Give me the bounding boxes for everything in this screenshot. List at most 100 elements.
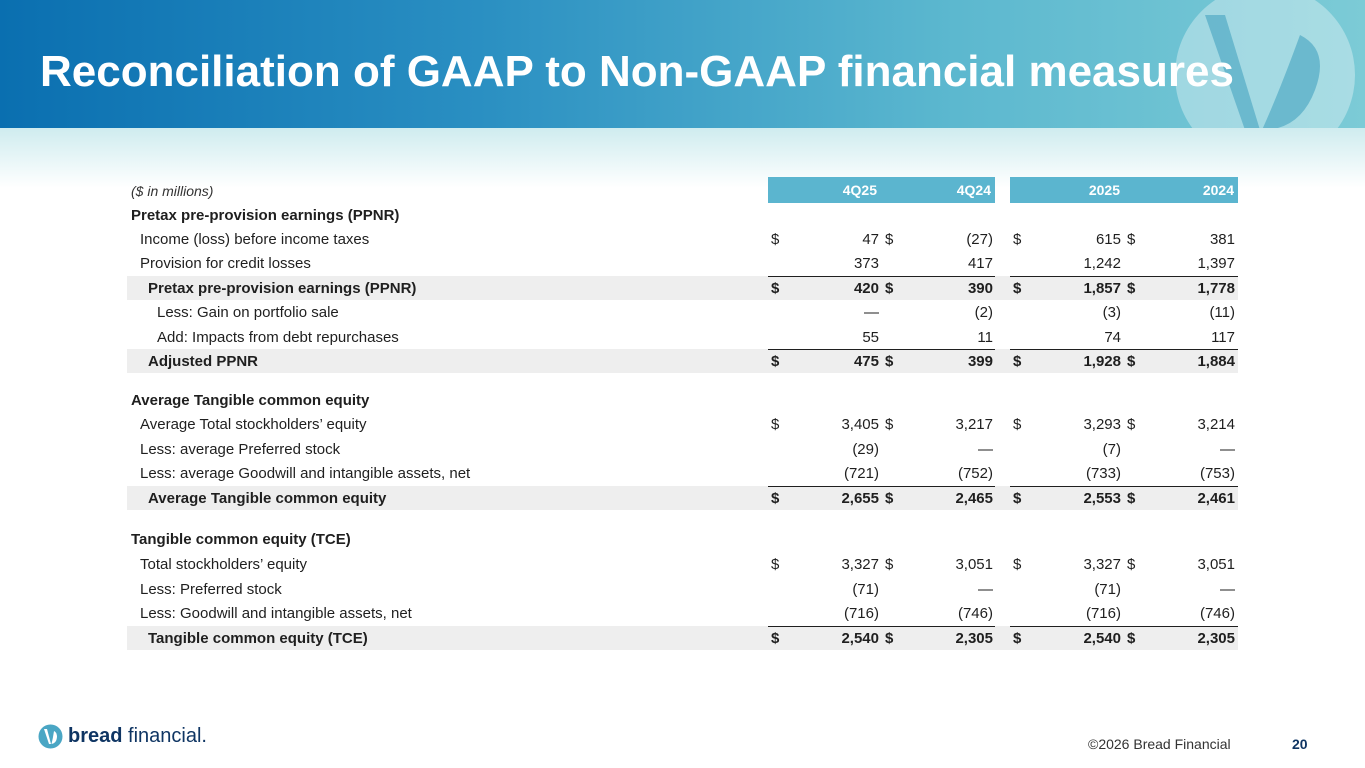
dollar-sign: $	[885, 490, 894, 507]
column-header-4q24: 4Q24	[956, 182, 991, 198]
table-row: Provision for credit losses 373 417 1,242 1,…	[127, 251, 1238, 275]
total-rule	[1010, 486, 1238, 487]
table-row: Less: Gain on portfolio sale — (2) (3) (11)	[127, 300, 1238, 324]
total-row: Average Tangible common equity $2,655 $2,4…	[127, 486, 1238, 510]
dollar-sign: $	[771, 490, 780, 507]
cell-value: 3,214	[1197, 416, 1235, 433]
cell-value: (11)	[1209, 304, 1235, 321]
cell-value: 1,857	[1083, 280, 1121, 297]
dollar-sign: $	[1127, 353, 1136, 370]
cell-value: 2,305	[955, 630, 993, 647]
cell-value: 47	[862, 231, 879, 248]
page-title: Reconciliation of GAAP to Non-GAAP finan…	[40, 47, 1234, 96]
cell-value: 615	[1095, 231, 1121, 248]
cell-value: (752)	[957, 465, 993, 482]
dollar-sign: $	[1013, 630, 1022, 647]
cell-value: 1,884	[1197, 353, 1235, 370]
dollar-sign: $	[771, 231, 780, 248]
cell-value: 3,327	[841, 556, 879, 573]
cell-value: 373	[853, 255, 879, 272]
cell-value: 3,405	[841, 416, 879, 433]
brand-bold: bread	[68, 725, 123, 747]
brand-light: financial	[128, 725, 202, 747]
cell-value: (733)	[1085, 465, 1121, 482]
table-row: Total stockholders’ equity $3,327 $3,051 $3…	[127, 552, 1238, 576]
table-row: Add: Impacts from debt repurchases 55 11 74…	[127, 325, 1238, 349]
cell-value: (71)	[1094, 581, 1121, 598]
cell-value: 3,051	[955, 556, 993, 573]
brand-wordmark: bread financial.	[68, 725, 207, 748]
total-rule	[768, 626, 995, 627]
bread-logo-watermark-icon	[1175, 0, 1355, 128]
row-label: Provision for credit losses	[140, 255, 311, 272]
cell-value: 55	[862, 329, 879, 346]
total-rule	[768, 349, 995, 350]
dollar-sign: $	[1127, 630, 1136, 647]
row-label: Total stockholders’ equity	[140, 556, 308, 573]
row-label: Average Tangible common equity	[131, 392, 370, 409]
cell-value: (753)	[1199, 465, 1235, 482]
row-label: Less: Goodwill and intangible assets, ne…	[140, 605, 412, 622]
table-row: Less: Preferred stock (71) — (71) —	[127, 577, 1238, 601]
dollar-sign: $	[771, 630, 780, 647]
dollar-sign: $	[885, 353, 894, 370]
total-row: Tangible common equity (TCE) $2,540 $2,305…	[127, 626, 1238, 650]
total-rule	[1010, 626, 1238, 627]
cell-value: (746)	[1199, 605, 1235, 622]
cell-value: 2,305	[1197, 630, 1235, 647]
cell-value: 1,242	[1083, 255, 1121, 272]
cell-value: 420	[853, 280, 879, 297]
row-label: Average Tangible common equity	[148, 490, 387, 507]
cell-value: 2,461	[1197, 490, 1235, 507]
cell-value: —	[864, 304, 879, 321]
title-banner	[0, 0, 1365, 128]
cell-value: 399	[967, 353, 993, 370]
dollar-sign: $	[771, 280, 780, 297]
cell-value: —	[978, 581, 993, 598]
cell-value: —	[978, 441, 993, 458]
cell-value: 2,465	[955, 490, 993, 507]
row-label: Average Total stockholders’ equity	[140, 416, 367, 433]
dollar-sign: $	[1013, 490, 1022, 507]
cell-value: (2)	[974, 304, 993, 321]
cell-value: (27)	[966, 231, 993, 248]
column-header-2025: 2025	[1088, 182, 1120, 198]
dollar-sign: $	[1127, 231, 1136, 248]
cell-value: 11	[977, 329, 993, 346]
cell-value: 381	[1209, 231, 1235, 248]
section-heading: Pretax pre-provision earnings (PPNR)	[127, 203, 1238, 227]
section-heading: Average Tangible common equity	[127, 388, 1238, 412]
row-label: Less: Preferred stock	[140, 581, 282, 598]
cell-value: 390	[967, 280, 993, 297]
row-label: Add: Impacts from debt repurchases	[157, 329, 399, 346]
quarter-header: 4Q25 4Q24	[768, 177, 995, 203]
copyright: ©2026 Bread Financial	[1088, 736, 1231, 752]
cell-value: (29)	[852, 441, 879, 458]
row-label: Tangible common equity (TCE)	[131, 531, 351, 548]
cell-value: —	[1220, 581, 1235, 598]
units-label: ($ in millions)	[131, 183, 214, 199]
cell-value: 3,217	[955, 416, 993, 433]
dollar-sign: $	[1127, 490, 1136, 507]
total-rule	[1010, 276, 1238, 277]
cell-value: 3,051	[1197, 556, 1235, 573]
dollar-sign: $	[1013, 416, 1022, 433]
bread-logo-icon	[38, 724, 63, 749]
dollar-sign: $	[1013, 556, 1022, 573]
cell-value: (716)	[843, 605, 879, 622]
dollar-sign: $	[1127, 280, 1136, 297]
dollar-sign: $	[885, 231, 894, 248]
table-row: Less: average Preferred stock (29) — (7) —	[127, 437, 1238, 461]
cell-value: 1,778	[1197, 280, 1235, 297]
cell-value: (721)	[843, 465, 879, 482]
row-label: Pretax pre-provision earnings (PPNR)	[131, 207, 400, 224]
dollar-sign: $	[1013, 280, 1022, 297]
table-row: Less: Goodwill and intangible assets, ne…	[127, 601, 1238, 625]
total-rule	[768, 276, 995, 277]
page-number: 20	[1292, 736, 1308, 752]
dollar-sign: $	[771, 353, 780, 370]
row-label: Adjusted PPNR	[148, 353, 259, 370]
cell-value: (71)	[852, 581, 879, 598]
dollar-sign: $	[885, 280, 894, 297]
cell-value: (716)	[1085, 605, 1121, 622]
